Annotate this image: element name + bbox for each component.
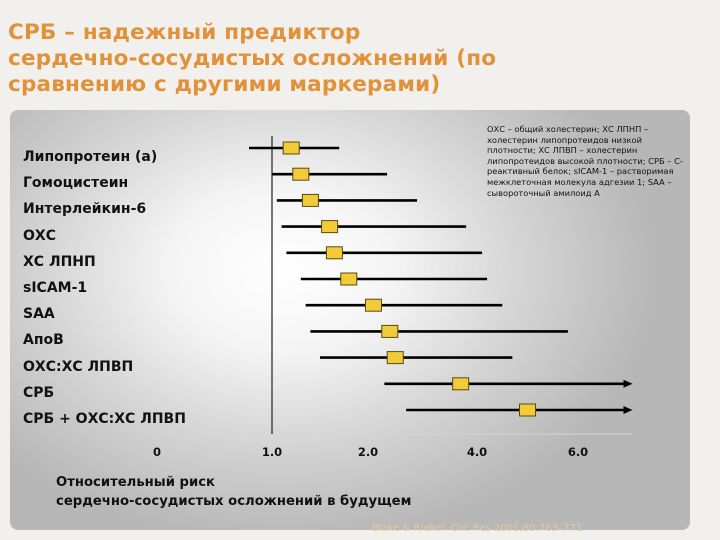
point-estimate-marker bbox=[340, 272, 358, 286]
x-tick-label: 0 bbox=[153, 445, 161, 459]
point-estimate-marker bbox=[282, 141, 300, 155]
category-label: Липопротеин (а) bbox=[23, 149, 158, 165]
point-estimate-marker bbox=[519, 403, 536, 417]
x-axis-title: Относительный риск сердечно-сосудистых о… bbox=[56, 475, 412, 509]
slide-title: СРБ – надежный предиктор сердечно-сосуди… bbox=[8, 20, 497, 97]
point-estimate-marker bbox=[325, 246, 343, 260]
point-estimate-marker bbox=[381, 324, 399, 338]
category-label: Гомоцистеин bbox=[23, 175, 129, 192]
category-label: АпоB bbox=[23, 332, 64, 349]
category-label: СРБ + ОХС:ХС ЛПВП bbox=[23, 410, 186, 427]
point-estimate-marker bbox=[321, 220, 339, 234]
x-tick-label: 6.0 bbox=[568, 445, 588, 459]
abbreviations-note: ОХС – общий холестерин; ХС ЛПНП – холест… bbox=[487, 124, 683, 198]
chart-panel bbox=[10, 110, 690, 530]
point-estimate-marker bbox=[301, 193, 319, 207]
ci-arrow bbox=[623, 379, 633, 388]
category-label: ХС ЛПНП bbox=[23, 253, 96, 270]
ci-arrow bbox=[623, 406, 633, 414]
point-estimate-marker bbox=[364, 298, 382, 312]
x-tick-label: 4.0 bbox=[467, 445, 487, 459]
category-label: Интерлейкин-6 bbox=[23, 201, 147, 218]
category-label: sICAM-1 bbox=[23, 279, 88, 296]
category-label: ОХС bbox=[23, 227, 56, 244]
category-labels: Липопротеин (а) Гомоцистеин Интерлейкин-6 О… bbox=[23, 144, 253, 432]
x-tick-label: 2.0 bbox=[358, 445, 378, 459]
point-estimate-marker bbox=[386, 351, 404, 365]
point-estimate-marker bbox=[452, 377, 470, 391]
category-label: СРБ bbox=[23, 384, 55, 401]
point-estimate-marker bbox=[292, 167, 310, 181]
citation: Blake & Ridker. Circ Res 2001;89:763–771 bbox=[372, 523, 583, 534]
category-label: SAA bbox=[23, 306, 55, 323]
category-label: ОХС:ХС ЛПВП bbox=[23, 358, 134, 375]
x-tick-label: 1.0 bbox=[262, 445, 282, 459]
